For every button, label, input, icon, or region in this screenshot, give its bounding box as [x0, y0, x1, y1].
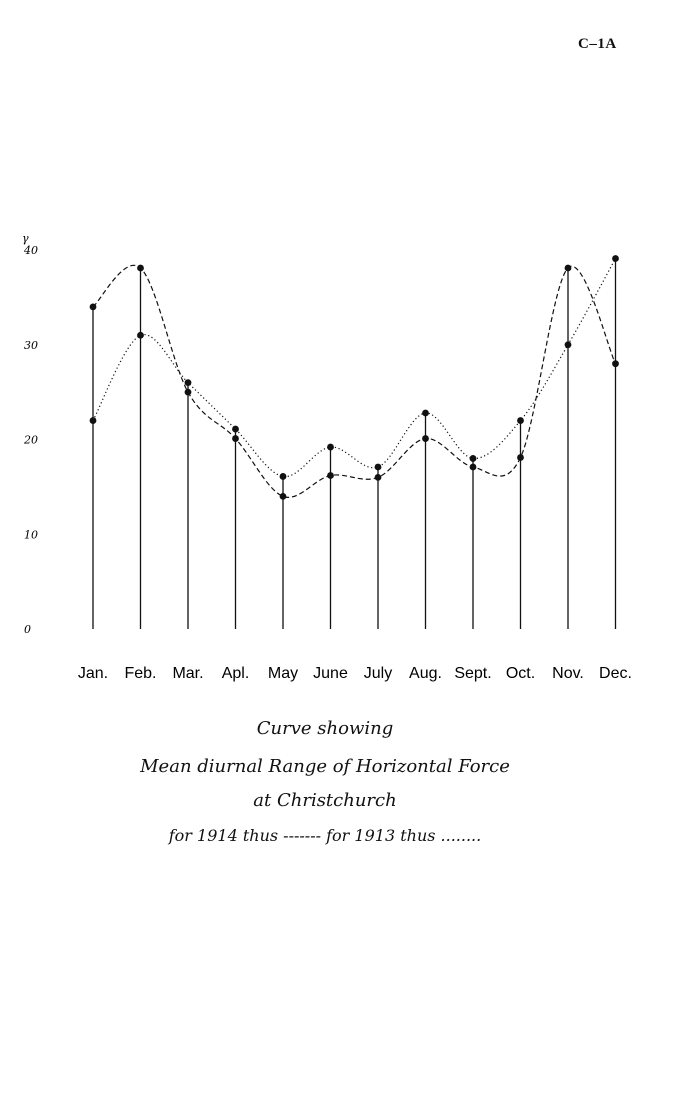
data-point-1914 [137, 264, 144, 272]
data-point-1913 [517, 417, 524, 424]
data-point-1913 [374, 463, 382, 471]
x-tick-label: Oct. [506, 665, 535, 682]
y-tick-label: 10 [24, 528, 38, 541]
page-reference: C–1A [578, 36, 617, 52]
month-stems [92, 258, 617, 629]
chart-area: γ40 30 20 10 0 Jan. Feb. Mar. Apl. May June July Au… [22, 232, 632, 682]
y-tick-label: 0 [24, 623, 31, 636]
data-point-1914 [374, 474, 382, 481]
x-tick-label: Feb. [124, 665, 156, 682]
x-tick-label: Nov. [552, 665, 584, 682]
series-lines [92, 258, 617, 498]
data-point-1914 [469, 463, 477, 471]
data-point-1913 [327, 443, 334, 451]
caption-title: Curve showing [256, 718, 394, 739]
x-tick-label: Mar. [172, 665, 203, 682]
data-point-1914 [517, 454, 524, 461]
data-point-1913 [137, 331, 144, 339]
data-point-1913 [184, 379, 192, 387]
data-point-1913 [279, 473, 287, 480]
x-tick-label: Dec. [599, 665, 632, 682]
series-points [89, 255, 619, 500]
data-point-1914 [564, 264, 572, 272]
x-axis: Jan. Feb. Mar. Apl. May June July Aug. Sept. Oct.… [78, 665, 632, 682]
data-point-1914 [279, 492, 287, 500]
x-tick-label: Apl. [222, 665, 250, 682]
series-line-1914 [92, 264, 617, 498]
data-point-1913 [612, 255, 619, 262]
data-point-1913 [89, 417, 97, 424]
x-tick-label: May [268, 665, 298, 682]
data-point-1913 [422, 409, 429, 417]
data-point-1913 [564, 341, 572, 349]
data-point-1913 [469, 455, 477, 462]
x-tick-label: June [313, 665, 348, 682]
data-point-1914 [327, 472, 334, 479]
caption-legend: for 1914 thus ------- for 1913 thus ....… [168, 826, 482, 845]
x-tick-label: Jan. [78, 665, 108, 682]
y-tick-label: 20 [23, 434, 38, 447]
y-tick-label: 40 [23, 244, 38, 257]
data-point-1914 [89, 303, 97, 311]
x-tick-label: July [364, 665, 392, 682]
series-line-1913 [92, 258, 617, 478]
caption-location: at Christchurch [253, 790, 397, 811]
y-unit-label: γ [22, 232, 29, 245]
data-point-1914 [422, 435, 429, 442]
x-tick-label: Aug. [409, 665, 442, 682]
x-tick-label: Sept. [454, 665, 491, 682]
y-axis: γ40 30 20 10 0 [22, 232, 38, 636]
data-point-1914 [184, 388, 192, 396]
y-tick-label: 30 [24, 339, 38, 352]
caption-subtitle: Mean diurnal Range of Horizontal Force [140, 756, 510, 777]
data-point-1914 [612, 360, 619, 368]
data-point-1914 [232, 435, 239, 442]
data-point-1913 [232, 425, 239, 433]
